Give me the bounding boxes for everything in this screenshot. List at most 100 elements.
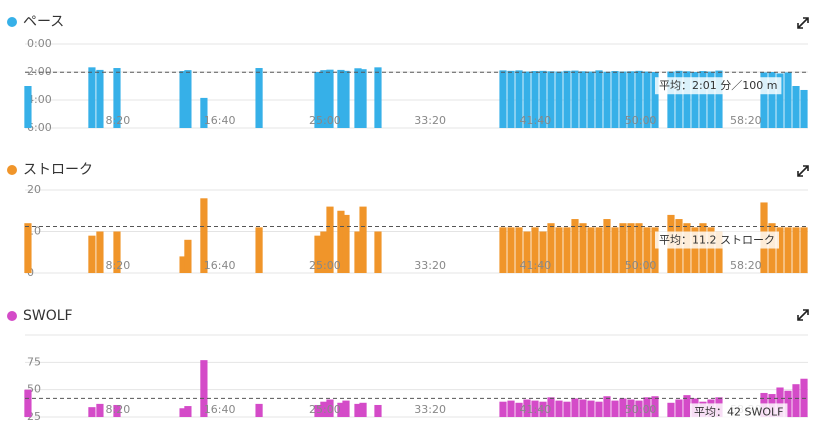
bar <box>595 401 603 417</box>
bar <box>643 397 651 417</box>
bar <box>800 89 808 128</box>
bar <box>579 223 587 273</box>
bar <box>571 219 579 273</box>
bar <box>374 67 382 128</box>
bar <box>539 401 547 417</box>
x-tick-label: 25:00 <box>309 403 341 416</box>
bar <box>635 223 643 273</box>
bar <box>651 227 659 273</box>
expand-icon[interactable] <box>797 165 809 177</box>
x-tick-label: 50:00 <box>625 114 657 127</box>
bar <box>255 403 263 417</box>
bar <box>314 72 322 128</box>
x-tick-label: 41:40 <box>520 403 552 416</box>
bar <box>342 400 350 417</box>
bar <box>354 231 362 273</box>
bar <box>523 231 531 273</box>
bar <box>326 69 334 128</box>
x-tick-label: 33:20 <box>414 403 446 416</box>
expand-icon[interactable] <box>797 17 809 29</box>
bar <box>619 71 627 128</box>
bar <box>579 399 587 417</box>
chart-title: SWOLF <box>23 308 73 324</box>
bar <box>571 398 579 417</box>
bar <box>619 223 627 273</box>
average-label-box <box>655 231 779 249</box>
bar <box>200 198 208 273</box>
bar <box>587 400 595 417</box>
y-tick-label: 20 <box>27 183 41 196</box>
bar <box>96 403 104 417</box>
bar <box>547 71 555 128</box>
bar <box>563 70 571 128</box>
bar <box>539 231 547 273</box>
bar <box>715 70 723 128</box>
average-label-box <box>690 403 788 421</box>
bar <box>531 227 539 273</box>
x-tick-label: 41:40 <box>520 114 552 127</box>
bar <box>776 227 784 273</box>
x-tick-label: 8:20 <box>106 259 131 272</box>
x-tick-label: 16:40 <box>204 259 236 272</box>
bar <box>587 71 595 128</box>
expand-icons[interactable] <box>797 17 809 321</box>
bar <box>784 390 792 417</box>
bar <box>337 210 345 273</box>
bar <box>555 400 563 417</box>
bar <box>651 396 659 417</box>
bar <box>179 71 187 128</box>
bar <box>547 223 555 273</box>
x-tick-label: 33:20 <box>414 259 446 272</box>
x-tick-label: 25:00 <box>309 259 341 272</box>
bar <box>523 399 531 417</box>
chart-title: ストローク <box>23 162 93 178</box>
bar <box>563 227 571 273</box>
bar <box>792 227 800 273</box>
bar <box>800 378 808 417</box>
bar <box>563 401 571 417</box>
bar <box>603 396 611 417</box>
bar <box>507 400 515 417</box>
expand-icon[interactable] <box>797 309 809 321</box>
bar <box>683 395 691 417</box>
bar <box>792 384 800 417</box>
bar <box>337 69 345 128</box>
bar <box>611 227 619 273</box>
bar <box>515 70 523 128</box>
bar <box>499 227 507 273</box>
bar <box>587 227 595 273</box>
bar <box>784 227 792 273</box>
bar <box>627 399 635 417</box>
bar <box>499 401 507 417</box>
bar <box>691 72 699 128</box>
bar <box>707 71 715 128</box>
bar <box>784 72 792 128</box>
bar <box>627 223 635 273</box>
bar <box>651 72 659 128</box>
bar <box>547 397 555 417</box>
bar <box>113 68 121 128</box>
y-tick-label: 6:00 <box>27 121 52 134</box>
bar <box>326 399 334 417</box>
bar <box>667 71 675 128</box>
x-tick-label: 41:40 <box>520 259 552 272</box>
bar <box>539 70 547 128</box>
bar <box>342 70 350 128</box>
y-tick-label: 2:00 <box>27 65 52 78</box>
legend-dot <box>7 311 17 321</box>
legend-dot <box>7 165 17 175</box>
bar <box>200 360 208 417</box>
bar <box>88 67 96 128</box>
bar <box>24 86 32 128</box>
bar <box>337 402 345 417</box>
bar <box>595 70 603 128</box>
x-tick-label: 25:00 <box>309 114 341 127</box>
x-tick-label: 58:20 <box>730 114 762 127</box>
bar <box>320 70 328 128</box>
bar <box>643 227 651 273</box>
bar <box>643 71 651 128</box>
y-tick-label: 75 <box>27 355 41 368</box>
bar <box>683 71 691 128</box>
bar <box>359 402 367 417</box>
